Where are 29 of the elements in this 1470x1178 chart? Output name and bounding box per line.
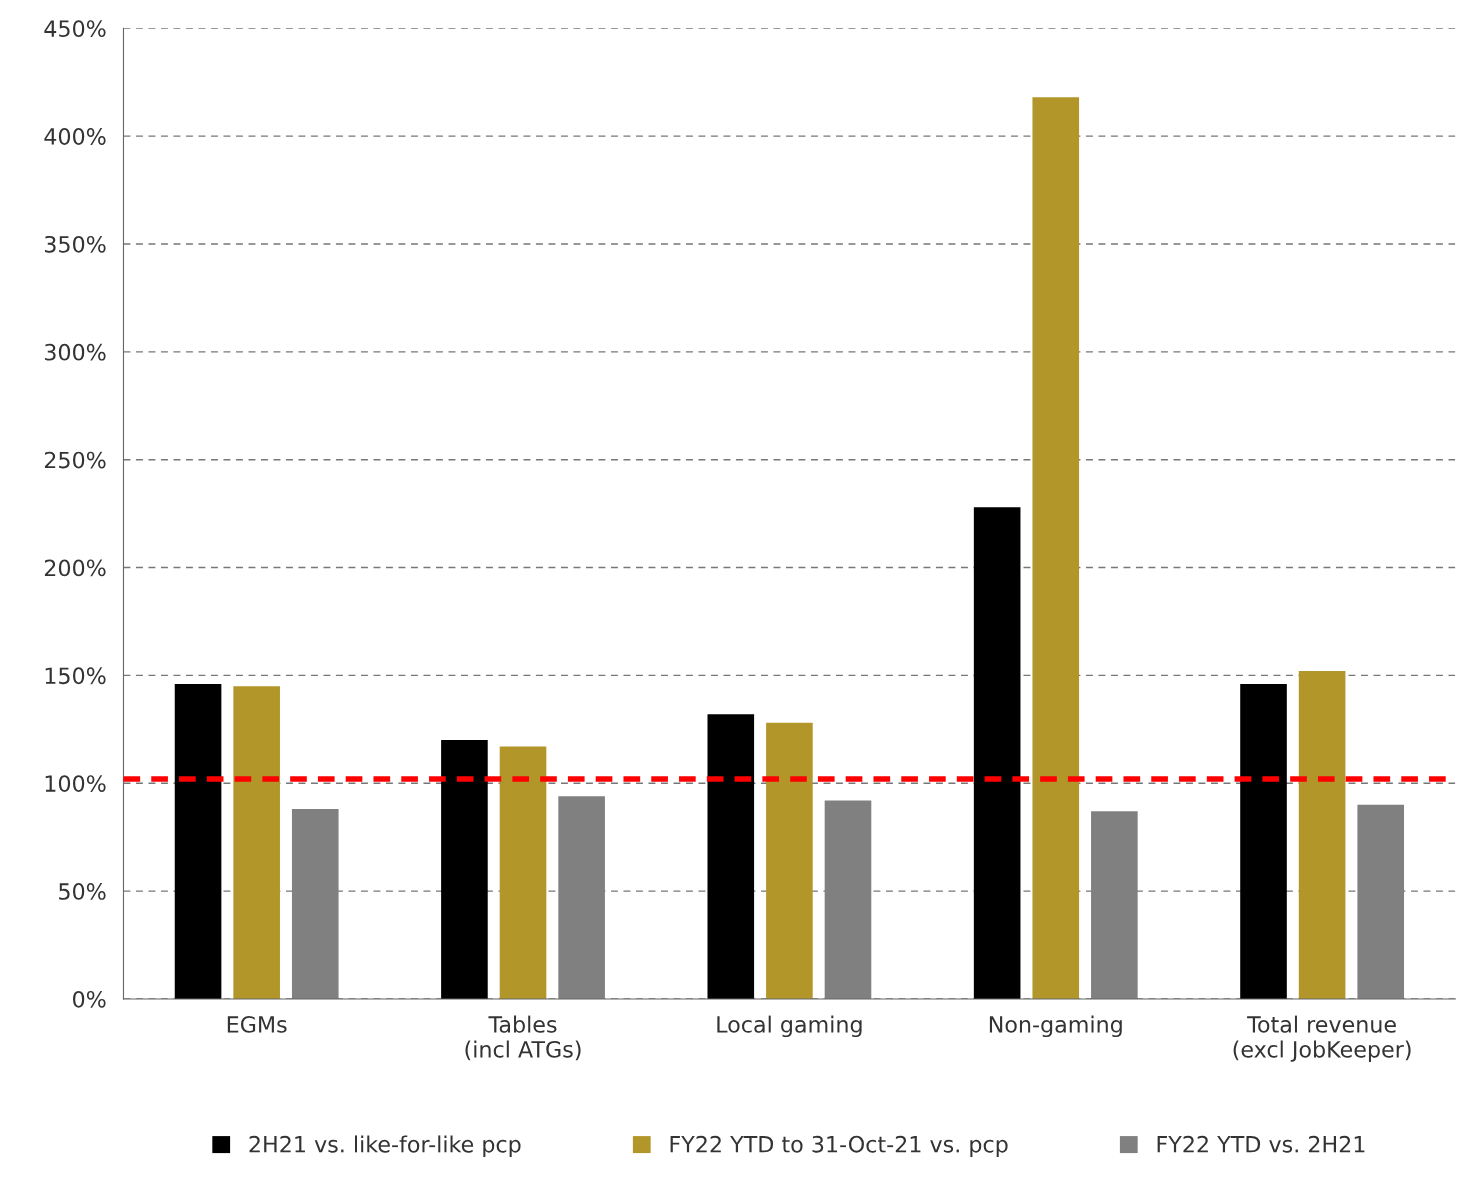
bar bbox=[441, 740, 488, 999]
legend-label: FY22 YTD to 31-Oct-21 vs. pcp bbox=[670, 1135, 1008, 1157]
bar bbox=[558, 796, 605, 999]
x-tick-label: Non-gaming bbox=[989, 1015, 1122, 1038]
y-tick-label: 400% bbox=[44, 128, 106, 145]
legend-label: 2H21 vs. like-for-like pcp bbox=[249, 1135, 521, 1157]
y-tick-label: 200% bbox=[44, 559, 106, 577]
x-tick-label: EGMs bbox=[227, 1016, 287, 1033]
bar bbox=[766, 722, 813, 999]
y-tick-label: 50% bbox=[59, 883, 106, 900]
bar bbox=[233, 686, 280, 999]
bar bbox=[707, 714, 755, 999]
y-tick-label: 450% bbox=[44, 20, 106, 38]
y-tick-label: 150% bbox=[45, 667, 106, 685]
bar bbox=[1032, 97, 1080, 999]
y-tick-label: 100% bbox=[45, 775, 106, 792]
bar bbox=[1298, 671, 1346, 999]
y-tick-label: 250% bbox=[44, 451, 106, 469]
bar bbox=[499, 746, 547, 999]
bar bbox=[174, 684, 222, 999]
x-tick-label: Total revenue (excl JobKeeper) bbox=[1233, 1015, 1411, 1062]
bar bbox=[973, 507, 1021, 999]
y-tick-label: 300% bbox=[44, 343, 106, 361]
x-tick-label: Local gaming bbox=[717, 1015, 862, 1038]
bar bbox=[1240, 684, 1287, 999]
y-tick-label: 0% bbox=[73, 990, 106, 1008]
legend-label: FY22 YTD vs. 2H21 bbox=[1157, 1135, 1365, 1153]
x-tick-label: Tables (incl ATGs) bbox=[465, 1015, 581, 1061]
y-tick-label: 350% bbox=[44, 235, 106, 253]
